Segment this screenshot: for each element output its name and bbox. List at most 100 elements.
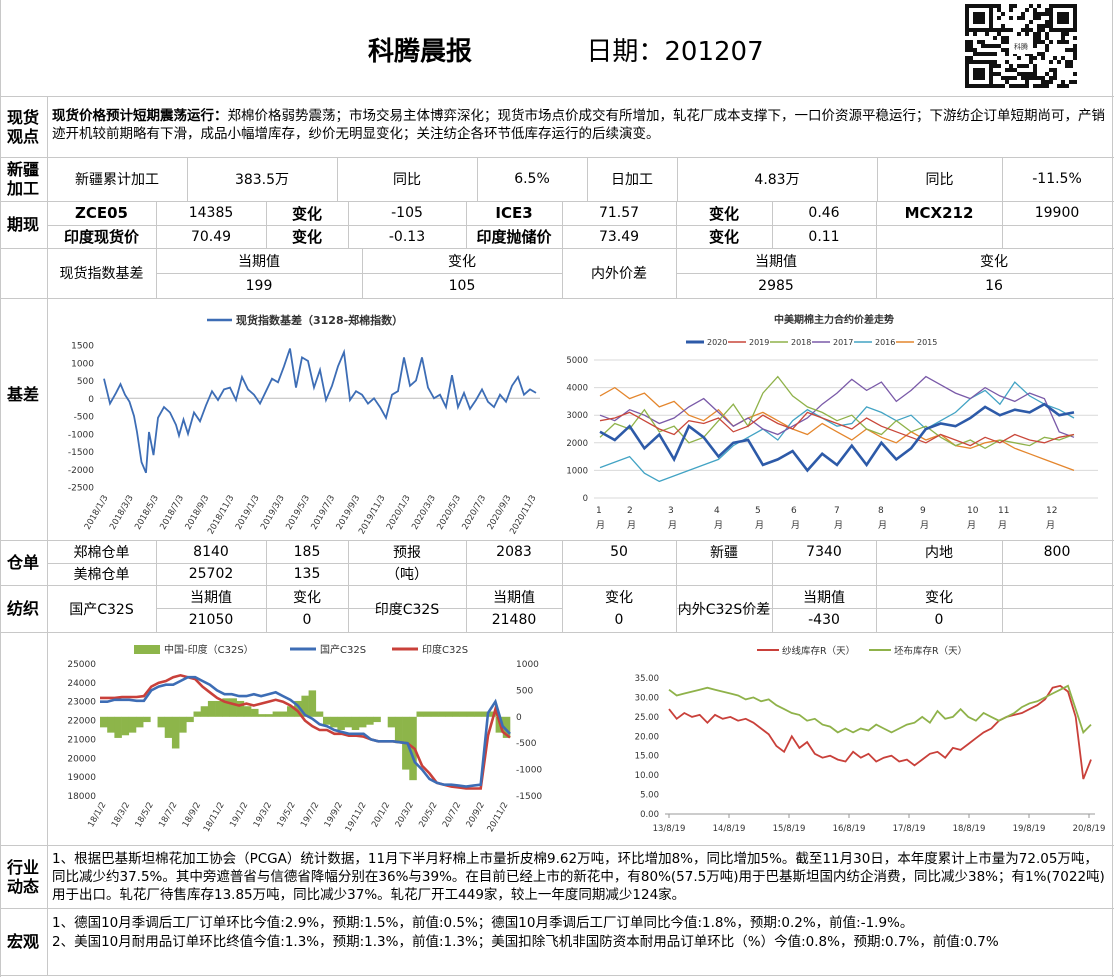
report-date: 日期：201207 <box>586 36 764 67</box>
diff-bar <box>258 714 266 717</box>
diff-bar <box>358 716 367 728</box>
y-tick-label: -2000 <box>68 466 94 476</box>
warehouse-r2-cell-3: （吨） <box>386 567 428 583</box>
futures-r1-cell-3: -105 <box>391 205 423 221</box>
diff-bar <box>200 706 209 717</box>
inventory-chart: 纱线库存R（天） 坯布库存R（天） 35.00 30.00 25.00 20.00 15.0… <box>635 645 1105 834</box>
spread-series-2016 <box>599 381 1075 483</box>
label-textile: 纺织 <box>6 599 39 618</box>
diff-bar <box>387 716 396 728</box>
x-tick-unit: 月 <box>967 520 976 531</box>
basis-spread-label: 内外价差 <box>591 266 647 282</box>
spread-series-2017 <box>599 375 1075 438</box>
x-tick-label: 2 <box>627 506 633 516</box>
macro-line-2: 2、美国10月耐用品订单环比终值今值:1.3%，预期:1.3%，前值:1.3%；… <box>52 934 999 950</box>
diff-bar <box>193 711 202 717</box>
x-tick-label: 2020/11/3 <box>508 494 538 537</box>
qr-code: 科腾 <box>965 4 1077 88</box>
x-tick-label: 2019/5/3 <box>284 494 312 532</box>
diff-bar <box>143 716 151 723</box>
y-tick-label: 21000 <box>67 735 96 745</box>
inventory-series-line <box>668 684 1092 735</box>
x-tick-label: 13/8/19 <box>653 824 686 834</box>
x-tick-label: 19/5/2 <box>275 801 297 830</box>
warehouse-r1-cell-2: 185 <box>293 543 321 560</box>
futures-r1-cell-7: 0.46 <box>808 205 840 221</box>
diff-bar <box>186 716 194 723</box>
x-tick-label: 8 <box>878 506 884 516</box>
textile-ind-chg: 0 <box>614 612 624 628</box>
x-tick-label: 4 <box>714 506 720 516</box>
diff-bar <box>344 716 353 728</box>
warehouse-r1-cell-5: 50 <box>610 543 628 560</box>
x-tick-label: 2018/7/3 <box>158 494 186 532</box>
label-basis: 基差 <box>6 384 39 404</box>
x-tick-label: 2018/3/3 <box>108 494 136 532</box>
diff-bar <box>294 700 302 717</box>
x-tick-label: 19/3/2 <box>252 801 274 830</box>
legend-label-2017: 2017 <box>833 338 853 347</box>
textile-spr-cur: -430 <box>808 612 840 628</box>
x-tick-label: 20/8/19 <box>1073 824 1105 834</box>
y-tick-label: 18000 <box>67 792 96 802</box>
futures-r1-cell-5: 71.57 <box>598 205 640 221</box>
x-tick-label: 2018/9/3 <box>184 494 212 532</box>
legend-label-2020: 2020 <box>707 338 727 347</box>
basis-cur-header: 当期值 <box>238 253 280 270</box>
x-tick-unit: 月 <box>1046 520 1055 531</box>
x-tick-label: 2020/7/3 <box>460 494 488 532</box>
textile-ind-chg-header: 变化 <box>605 589 633 606</box>
y2-tick-label: 1000 <box>516 660 539 670</box>
diff-bar <box>330 716 338 728</box>
diff-bar <box>430 711 439 717</box>
x-tick-label: 15/8/19 <box>773 824 806 834</box>
diff-bar <box>157 716 166 728</box>
diff-bar <box>502 716 511 738</box>
basis-chg-value: 105 <box>448 277 476 294</box>
diff-bar <box>394 716 403 744</box>
x-tick-label: 2018/11/3 <box>206 494 236 537</box>
x-tick-label: 19/9/2 <box>323 801 345 830</box>
diff-bar <box>179 716 187 733</box>
futures-r1-cell-8: MCX212 <box>904 204 974 222</box>
spread-cur-header: 当期值 <box>755 253 797 270</box>
diff-bar <box>128 716 137 733</box>
warehouse-r1-cell-3: 预报 <box>393 544 421 561</box>
x-tick-unit: 月 <box>920 520 929 531</box>
futures-r1-cell-0: ZCE05 <box>74 204 128 222</box>
y2-tick-label: -1000 <box>516 766 542 776</box>
warehouse-r2-cell-2: 135 <box>293 566 321 582</box>
x-tick-label: 14/8/19 <box>713 824 746 834</box>
diff-bar <box>466 711 475 717</box>
inventory-series-line <box>668 684 1092 780</box>
spread-series-2019 <box>599 411 1075 447</box>
x-tick-unit: 月 <box>791 520 800 531</box>
diff-bar <box>301 695 309 717</box>
y-tick-label: 20.00 <box>635 732 659 742</box>
diff-bar <box>373 716 381 723</box>
x-tick-label: 20/1/2 <box>370 801 392 830</box>
x-tick-label: 1 <box>596 506 602 516</box>
diff-bar <box>251 708 259 717</box>
y-tick-label: 500 <box>77 377 94 387</box>
x-tick-label: 19/11/2 <box>344 801 369 834</box>
textile-ind-cur-header: 当期值 <box>493 589 535 606</box>
c32s-series-line <box>100 673 511 790</box>
x-tick-label: 2020/5/3 <box>435 494 463 532</box>
diff-bar <box>474 711 482 717</box>
y-tick-label: 23000 <box>67 698 96 708</box>
futures-r1-cell-1: 14385 <box>188 205 234 221</box>
label-warehouse: 仓单 <box>6 553 39 572</box>
warehouse-r1-cell-7: 7340 <box>806 543 842 560</box>
textile-spr-cur-header: 当期值 <box>803 589 845 606</box>
textile-domestic-label: 国产C32S <box>69 601 134 618</box>
diff-bar <box>459 711 468 717</box>
diff-bar <box>236 700 245 717</box>
diff-bar <box>351 716 360 730</box>
diff-bar <box>135 716 144 728</box>
viewpoint-text: 郑棉价格弱势震荡；市场交易主体博弈深化；现货市场点价成交有所增加，轧花厂成本支撑… <box>52 108 1105 142</box>
x-tick-label: 2018/5/3 <box>133 494 161 532</box>
y-tick-label: 4000 <box>566 384 588 394</box>
diff-bar <box>222 698 230 717</box>
